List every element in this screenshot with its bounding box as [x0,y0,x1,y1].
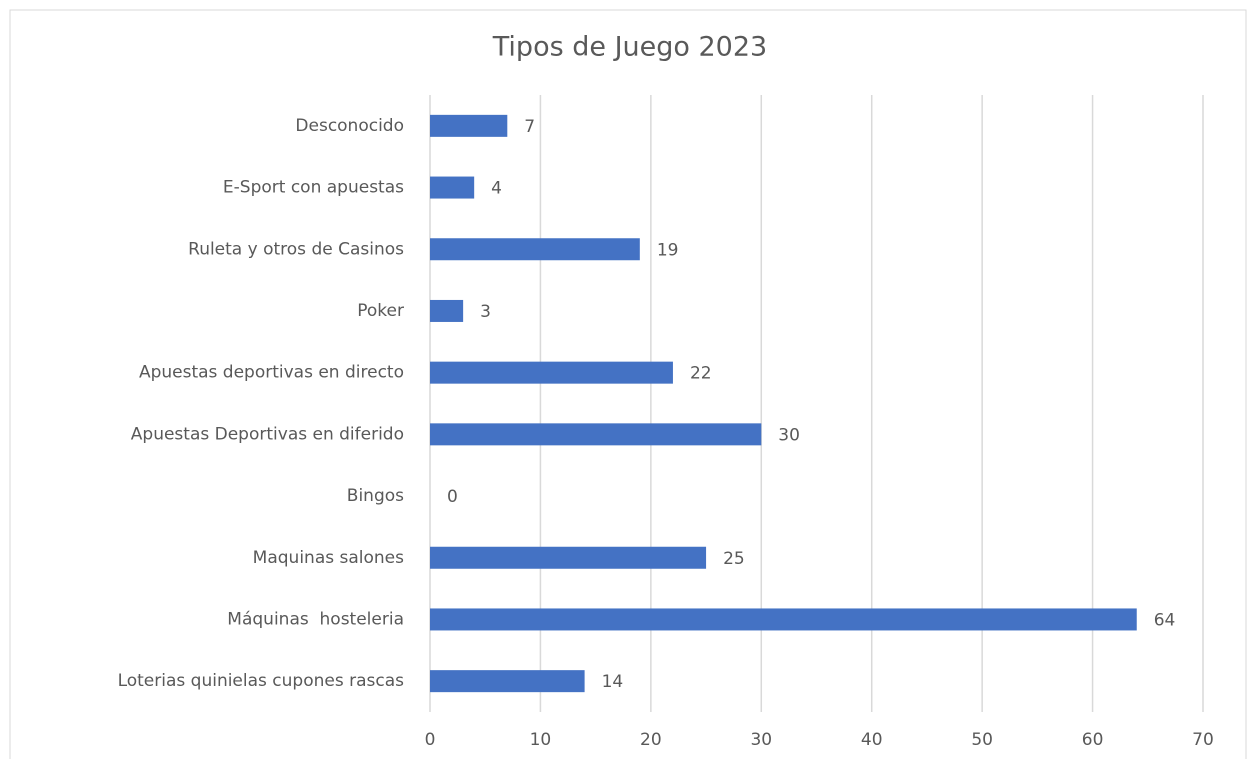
data-label: 19 [657,240,679,260]
bar [430,546,707,569]
x-tick-label: 0 [425,730,436,750]
x-tick-label: 50 [971,730,993,750]
data-label: 14 [602,672,624,692]
bar [430,361,673,384]
bar [430,299,464,322]
y-tick-label: Desconocido [295,116,404,136]
chart-frame [9,9,1247,759]
data-label: 64 [1154,610,1176,630]
y-tick-label: Maquinas salones [253,548,404,568]
bar [430,670,585,693]
x-tick-label: 40 [861,730,883,750]
bar [430,176,475,199]
y-tick-label: E-Sport con apuestas [223,178,404,198]
chart-title: Tipos de Juego 2023 [492,32,767,63]
y-tick-label: Ruleta y otros de Casinos [188,239,404,259]
bar [430,114,508,137]
x-tick-label: 70 [1192,730,1214,750]
x-tick-label: 20 [640,730,662,750]
data-label: 30 [778,425,800,445]
data-label: 7 [524,117,535,137]
data-label: 25 [723,549,745,569]
bar [430,608,1137,631]
data-label: 22 [690,364,712,384]
x-tick-label: 60 [1082,730,1104,750]
y-tick-label: Loterias quinielas cupones rascas [118,671,405,691]
data-label: 0 [447,487,458,507]
y-tick-label: Apuestas Deportivas en diferido [131,424,404,444]
bar [430,238,640,261]
y-tick-label: Bingos [347,486,404,506]
x-tick-label: 30 [750,730,772,750]
y-tick-label: Máquinas hosteleria [227,609,404,629]
bar [430,423,762,446]
data-label: 3 [480,302,491,322]
y-tick-label: Poker [357,301,404,321]
x-tick-label: 10 [530,730,552,750]
data-label: 4 [491,179,502,199]
y-tick-label: Apuestas deportivas en directo [139,363,404,383]
